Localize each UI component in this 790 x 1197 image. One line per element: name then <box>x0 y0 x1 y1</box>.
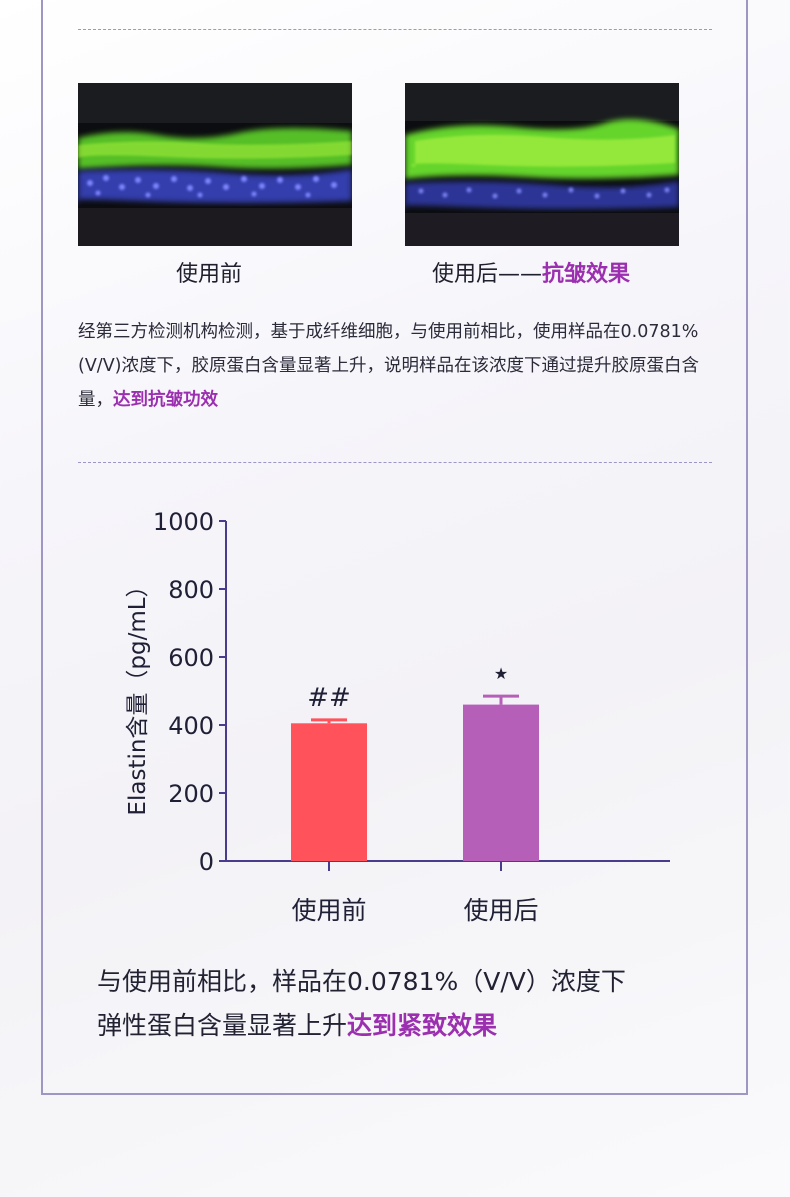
content-frame <box>41 0 748 1095</box>
micrograph-before <box>78 83 352 246</box>
micrograph-after <box>405 83 679 246</box>
test-description-highlight: 达到抗皱功效 <box>113 390 218 410</box>
y-tick-label: 200 <box>168 780 214 808</box>
summary-line-1: 与使用前相比，样品在0.0781%（V/V）浓度下 <box>97 967 626 996</box>
caption-before-text: 使用前 <box>176 262 243 287</box>
caption-after-text: 使用后—— <box>432 262 543 287</box>
caption-after-highlight: 抗皱效果 <box>542 262 631 287</box>
y-axis-title: Elastin含量（pg/mL） <box>125 574 151 815</box>
bar-2 <box>463 704 539 861</box>
y-tick-label: 0 <box>199 848 214 876</box>
summary-line-2-text: 弹性蛋白含量显著上升 <box>97 1011 348 1040</box>
test-description: 经第三方检测机构检测，基于成纤维细胞，与使用前相比，使用样品在0.0781% (… <box>78 315 718 417</box>
y-tick-label: 1000 <box>153 508 214 536</box>
divider-top <box>78 29 712 30</box>
y-tick-label: 600 <box>168 644 214 672</box>
summary-line-2: 弹性蛋白含量显著上升达到紧致效果 <box>97 1004 737 1048</box>
elastin-bar-chart: 0 200 400 600 800 1000 Elastin含量（pg/mL） 使用前 ## 使用… <box>125 508 670 925</box>
y-tick-label: 400 <box>168 712 214 740</box>
caption-before: 使用前 <box>176 256 242 288</box>
x-tick-label: 使用前 <box>291 896 366 925</box>
divider-middle <box>78 462 712 463</box>
x-tick-label: 使用后 <box>463 896 538 925</box>
summary-text: 与使用前相比，样品在0.0781%（V/V）浓度下 弹性蛋白含量显著上升达到紧致… <box>97 960 737 1048</box>
summary-highlight: 达到紧致效果 <box>347 1011 498 1040</box>
caption-after: 使用后——抗皱效果 <box>432 256 630 288</box>
test-description-text: 经第三方检测机构检测，基于成纤维细胞，与使用前相比，使用样品在0.0781% (… <box>78 322 699 410</box>
y-tick-label: 800 <box>168 576 214 604</box>
significance-mark-1: ## <box>307 683 351 713</box>
significance-mark-2: ★ <box>494 664 508 683</box>
bar-1 <box>291 723 367 861</box>
